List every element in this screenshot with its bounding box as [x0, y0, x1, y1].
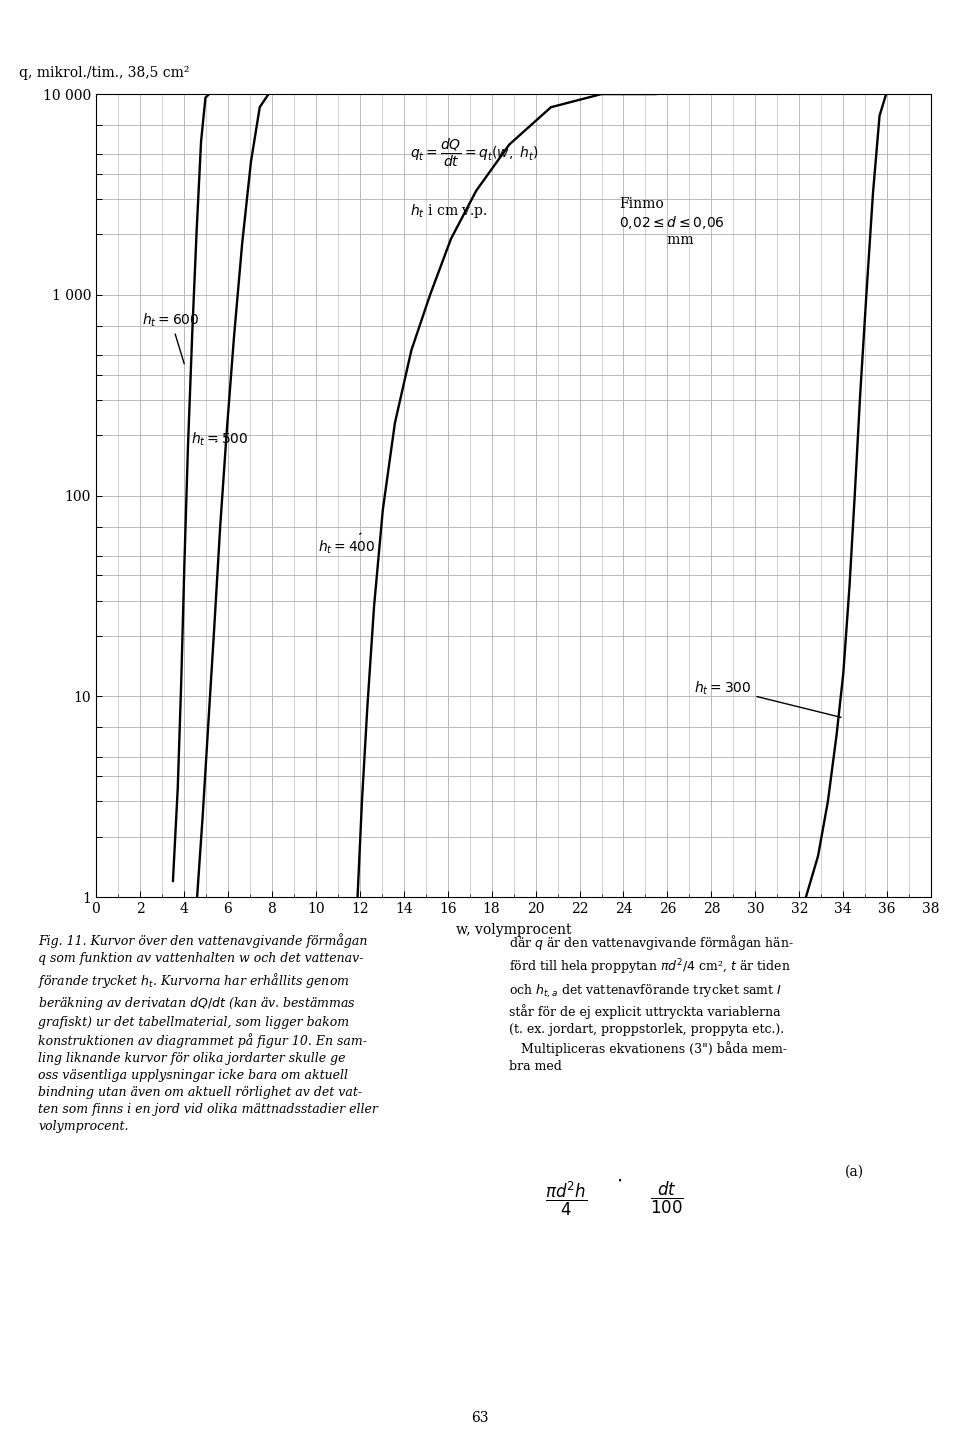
Text: $q_t = \dfrac{dQ}{dt} = q_t(w,\ h_t)$

$h_t$ i cm v.p.: $q_t = \dfrac{dQ}{dt} = q_t(w,\ h_t)$ $h…	[410, 136, 540, 220]
Text: $h_t = 500$: $h_t = 500$	[190, 431, 248, 449]
Text: $\dfrac{dt}{100}$: $\dfrac{dt}{100}$	[650, 1179, 684, 1215]
Text: 63: 63	[471, 1411, 489, 1425]
Text: $h_t = 400$: $h_t = 400$	[318, 532, 375, 557]
Text: Finmo
$0{,}02 \leq d \leq 0{,}06$
           mm: Finmo $0{,}02 \leq d \leq 0{,}06$ mm	[619, 197, 725, 247]
Text: (a): (a)	[845, 1165, 864, 1179]
Text: q, mikrol./tim., 38,5 cm²: q, mikrol./tim., 38,5 cm²	[19, 65, 190, 80]
Text: Fig. 11. Kurvor över den vattenavgivande förmågan
q som funktion av vattenhalten: Fig. 11. Kurvor över den vattenavgivande…	[38, 933, 378, 1133]
Text: där $q$ är den vattenavgivande förmågan hän-
förd till hela proppytan $\pi d^2/4: där $q$ är den vattenavgivande förmågan …	[509, 933, 794, 1072]
Text: $\cdot$: $\cdot$	[616, 1172, 622, 1189]
Text: $h_t = 300$: $h_t = 300$	[694, 679, 841, 718]
X-axis label: w, volymprocent: w, volymprocent	[456, 923, 571, 938]
Text: $\dfrac{\pi d^2 h}{4}$: $\dfrac{\pi d^2 h}{4}$	[545, 1179, 588, 1217]
Text: $h_t = 600$: $h_t = 600$	[142, 311, 200, 363]
